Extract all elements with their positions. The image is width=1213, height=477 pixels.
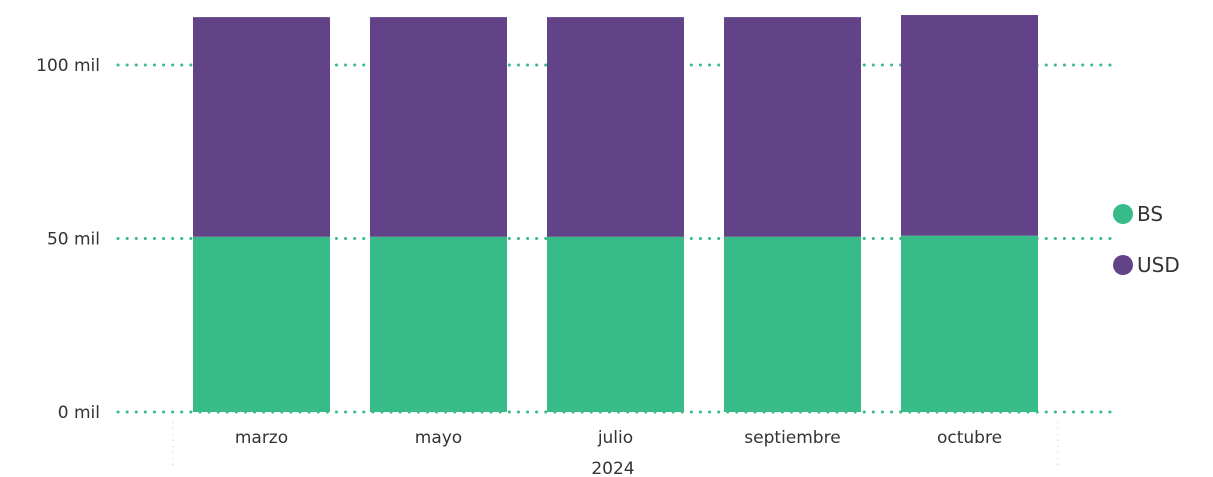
legend-marker-usd [1113,255,1133,275]
x-tick-label: octubre [937,428,1002,448]
legend-marker-bs [1113,204,1133,224]
bar-usd-mayo[interactable] [370,17,507,237]
legend: BS USD [1113,202,1180,277]
y-axis: 0 mil 50 mil 100 mil [36,56,1059,470]
legend-label-usd: USD [1137,253,1180,277]
x-tick-label: mayo [415,428,462,448]
bar-bs-septiembre[interactable] [724,236,861,412]
x-axis: marzo mayo julio septiembre octubre [235,428,1002,448]
bar-usd-julio[interactable] [547,17,684,237]
bar-usd-septiembre[interactable] [724,17,861,237]
x-tick-label: septiembre [744,428,840,448]
bar-bs-mayo[interactable] [370,236,507,412]
y-tick-label: 0 mil [58,403,100,423]
x-axis-year-label: 2024 [591,459,634,477]
y-tick-label: 100 mil [36,56,100,76]
bar-bs-octubre[interactable] [901,235,1038,412]
bars [193,15,1038,412]
bar-usd-octubre[interactable] [901,15,1038,236]
bar-usd-marzo[interactable] [193,17,330,237]
bar-bs-marzo[interactable] [193,236,330,412]
legend-label-bs: BS [1137,202,1163,226]
bar-bs-julio[interactable] [547,236,684,412]
x-tick-label: julio [597,428,633,448]
y-tick-label: 50 mil [47,230,100,250]
x-tick-label: marzo [235,428,288,448]
